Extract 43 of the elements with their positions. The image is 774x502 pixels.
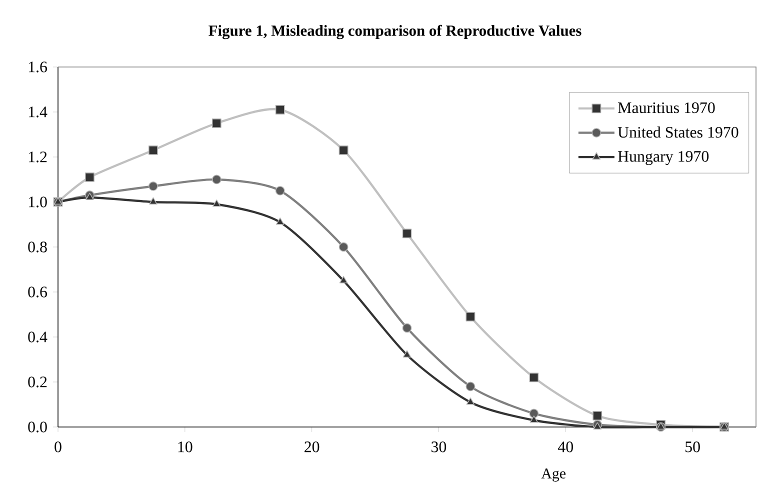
point (275, 186, 285, 196)
chart-title: Figure 1, Misleading comparison of Reproductive Values (208, 24, 582, 40)
x-tick-label: 30 (432, 442, 446, 452)
point (339, 276, 348, 284)
point (212, 174, 222, 184)
point (338, 242, 348, 252)
point (148, 146, 158, 155)
point (149, 197, 158, 205)
x-tick-label: 20 (304, 442, 320, 452)
point (402, 350, 412, 358)
y-tick-label: 0.0 (28, 422, 47, 432)
point (338, 146, 348, 155)
point (276, 218, 284, 225)
x-tick-label: 50 (686, 442, 700, 452)
point (212, 200, 221, 207)
point (530, 416, 538, 423)
y-tick-label: 1.0 (28, 196, 47, 208)
point (275, 105, 285, 114)
x-tick-label: 0 (54, 442, 62, 452)
point (148, 182, 158, 191)
point (402, 228, 412, 238)
point (402, 323, 412, 333)
legend-label: Mauritius 1970 (618, 102, 715, 114)
point (529, 408, 539, 418)
point (466, 398, 475, 405)
y-tick-label: 0.2 (28, 376, 47, 388)
point (85, 172, 94, 182)
y-tick-label: 0.4 (28, 332, 48, 342)
legend-label: Hungary 1970 (618, 151, 709, 166)
y-tick-label: 1.6 (28, 62, 48, 72)
point (529, 372, 539, 382)
point (212, 118, 222, 128)
point (466, 312, 476, 322)
x-tick-label: 40 (558, 442, 574, 452)
y-tick-label: 0.6 (28, 286, 48, 298)
point (466, 382, 476, 392)
x-axis-title: Age (541, 468, 566, 482)
point (592, 411, 602, 420)
x-tick-label: 10 (178, 442, 192, 452)
y-tick-label: 0.8 (28, 242, 47, 252)
legend-label: United States 1970 (618, 126, 738, 138)
y-tick-label: 1.2 (28, 152, 47, 162)
y-tick-label: 1.4 (28, 106, 48, 118)
